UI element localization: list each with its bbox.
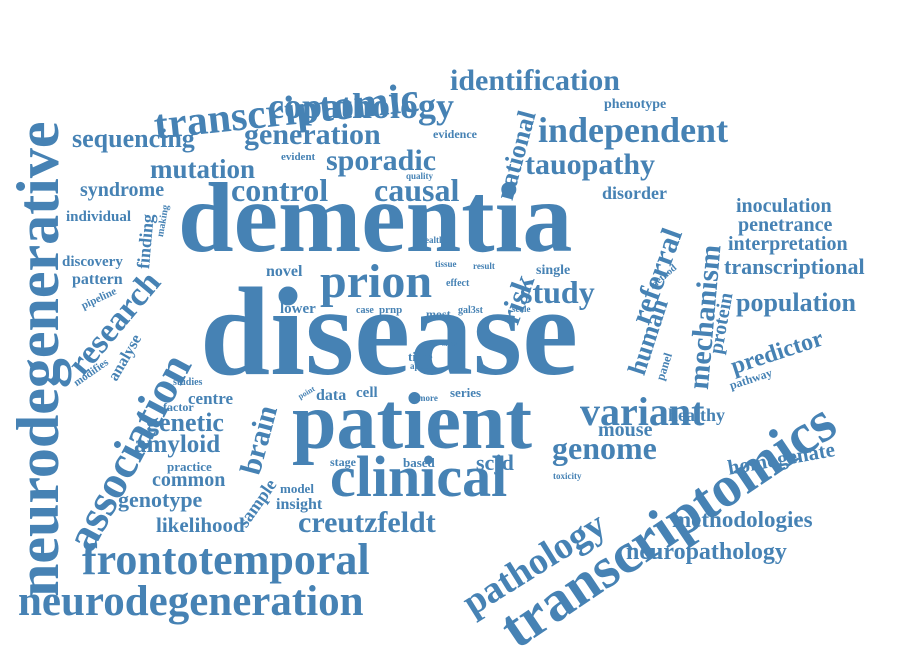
word-phenotype: phenotype <box>604 97 667 112</box>
word-discovery: discovery <box>62 254 123 270</box>
word-based: based <box>403 455 435 470</box>
word-inoculation: inoculation <box>736 195 832 217</box>
word-neurodegeneration: neurodegeneration <box>18 578 364 625</box>
word-finding: finding <box>133 213 158 270</box>
word-predictor: predictor <box>727 325 827 380</box>
word-interpretation: interpretation <box>728 233 848 255</box>
word-frontotemporal: frontotemporal <box>82 535 370 584</box>
word-control: control <box>231 172 329 208</box>
word-likelihood: likelihood <box>156 513 245 537</box>
word-individual: individual <box>66 209 132 225</box>
word-methodologies: methodologies <box>672 507 813 532</box>
word-brain: brain <box>234 401 285 479</box>
word-scale: scale <box>512 304 531 314</box>
word-copathology: copathology <box>268 86 455 126</box>
word-scjd: scjd <box>476 450 514 475</box>
word-disorder: disorder <box>602 183 667 203</box>
word-snps: snps <box>442 339 458 348</box>
word-cell: cell <box>356 385 378 401</box>
word-mouse: mouse <box>598 419 653 441</box>
word-amyloid: amyloid <box>134 431 221 458</box>
word-study: study <box>520 274 595 310</box>
word-tissue: tissue <box>435 259 457 269</box>
word-generation: generation <box>244 118 381 151</box>
word-model: model <box>280 481 314 496</box>
word-effect: effect <box>446 278 470 289</box>
word-apoe: apoe <box>410 361 428 371</box>
word-independent: independent <box>538 110 729 150</box>
word-identification: identification <box>450 64 620 97</box>
word-more: more <box>418 393 438 403</box>
word-series: series <box>450 385 482 400</box>
word-gal3st: gal3st <box>458 305 483 316</box>
word-most: most <box>426 307 451 321</box>
word-neuropathology: neuropathology <box>626 539 787 565</box>
word-single: single <box>536 263 571 278</box>
word-prnp: prnp <box>379 304 403 316</box>
word-dementia: dementia <box>178 162 573 273</box>
word-practice: practice <box>167 459 212 474</box>
word-clinical: clinical <box>330 444 508 509</box>
word-evidence: evidence <box>433 127 477 141</box>
word-health: health <box>420 235 445 245</box>
word-sporadic: sporadic <box>326 144 437 177</box>
word-time: time <box>408 349 433 364</box>
word-healthy: healthy <box>668 405 726 425</box>
word-case: case <box>356 305 374 316</box>
word-centre: centre <box>188 389 233 408</box>
word-penetrance: penetrance <box>738 214 833 236</box>
word-population: population <box>736 288 856 317</box>
word-genotype: genotype <box>118 487 203 512</box>
word-stage: stage <box>330 455 356 469</box>
word-genetic: genetic <box>146 408 224 437</box>
word-causal: causal <box>374 172 460 208</box>
word-novel: novel <box>266 263 303 280</box>
word-panel: panel <box>653 351 676 383</box>
word-evident: evident <box>281 151 316 163</box>
word-prion: prion <box>320 255 433 308</box>
word-genome: genome <box>552 430 657 466</box>
word-patient: patient <box>292 378 532 466</box>
word-result: result <box>473 261 495 271</box>
word-variant: variant <box>580 389 705 434</box>
word-sample: sample <box>233 475 281 531</box>
word-insight: insight <box>276 496 323 513</box>
word-tauopathy: tauopathy <box>525 148 656 181</box>
word-factor: factor <box>163 400 194 414</box>
word-disease: disease <box>200 263 578 402</box>
word-pattern: pattern <box>72 271 123 288</box>
word-mutation: mutation <box>150 154 256 184</box>
word-data: data <box>316 387 347 404</box>
word-lower: lower <box>280 301 316 317</box>
word-creutzfeldt: creutzfeldt <box>298 506 436 539</box>
word-common: common <box>152 469 226 491</box>
word-toxicity: toxicity <box>553 471 582 481</box>
word-syndrome: syndrome <box>80 179 165 201</box>
word-studies: studies <box>173 377 203 388</box>
word-sequencing: sequencing <box>72 124 195 153</box>
word-quality: quality <box>406 171 434 181</box>
word-making: making <box>155 204 172 238</box>
word-transcriptional: transcriptional <box>724 254 865 279</box>
